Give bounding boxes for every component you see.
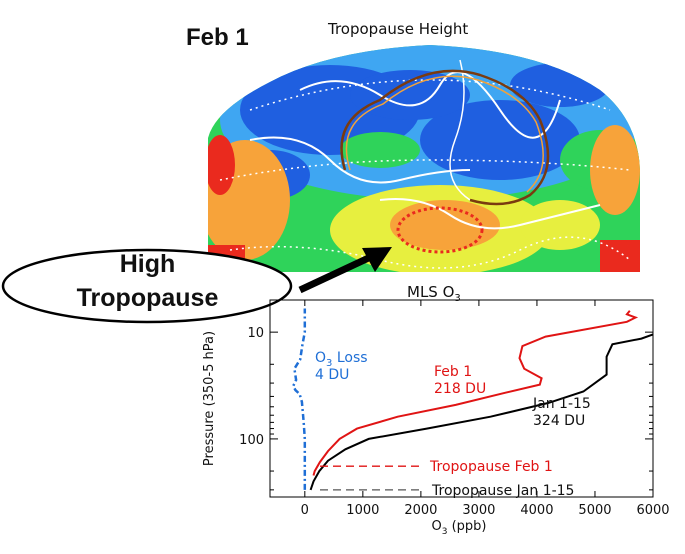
chart-title-sub: 3 [454, 293, 461, 304]
annotation-feb_label-1: 218 DU [434, 381, 486, 397]
x-tick-label: 2000 [404, 503, 437, 518]
x-tick-label: 0 [301, 503, 309, 518]
map-date-label: Feb 1 [186, 24, 249, 51]
annotation-jan_label-0: Jan 1-15 [532, 396, 591, 412]
annotation-loss-line-2: 4 DU [315, 367, 349, 383]
chart-title: MLS O3 [407, 283, 461, 304]
axis-ticks: 0 1000 2000 3000 4000 5000 6000 10 100 O3 (ppb) Pr… [202, 300, 670, 537]
y-axis-label: Pressure (350-5 hPa) [202, 331, 217, 466]
series-line-0 [312, 310, 639, 476]
reference-lines: Tropopause Feb 1 Tropopause Jan 1-15 [320, 459, 574, 499]
callout-line-1: High [119, 250, 176, 278]
x-axis-label: O3 (ppb) [432, 519, 487, 537]
y-tick-label: 10 [247, 326, 264, 341]
series-group [291, 308, 654, 491]
plot-frame [269, 299, 654, 498]
callout-ellipse [1, 248, 293, 324]
annotation-jan_label-1: 324 DU [533, 413, 585, 429]
series-line-2 [291, 308, 307, 490]
reference-label-0: Tropopause Feb 1 [429, 459, 553, 475]
chart-title-main: MLS O [407, 283, 455, 301]
x-tick-label: 3000 [462, 503, 495, 518]
reference-label-1: Tropopause Jan 1-15 [431, 483, 574, 499]
x-tick-label: 5000 [578, 503, 611, 518]
callout-line-2: Tropopause [76, 284, 219, 312]
annotation-loss-line-1: O3 Loss [315, 350, 368, 369]
x-tick-label: 6000 [636, 503, 669, 518]
x-tick-label: 1000 [346, 503, 379, 518]
x-tick-label: 4000 [520, 503, 553, 518]
map-title: Tropopause Height [328, 20, 469, 38]
high-tropopause-callout: High Tropopause [0, 247, 295, 325]
series-line-1 [309, 333, 654, 491]
y-tick-label: 100 [239, 433, 264, 448]
annotation-feb_label-0: Feb 1 [434, 364, 472, 380]
